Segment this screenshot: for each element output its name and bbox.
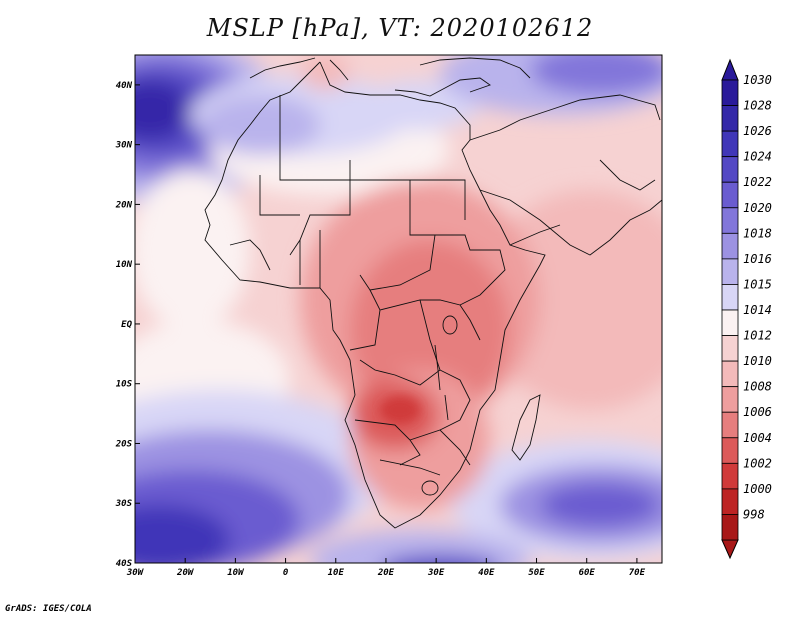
lon-tick-label: 50E [528, 568, 545, 578]
colorbar-label: 1004 [743, 431, 772, 445]
lakes [434, 315, 458, 421]
lat-tick-label: 40N [116, 81, 133, 91]
colorbar-swatch [721, 105, 739, 132]
colorbar-label: 1028 [743, 99, 772, 113]
map-title: MSLP [hPa], VT: 2020102612 [206, 14, 594, 42]
colorbar: 1030 1028 1026 1024 1022 1020 1018 1016 1015 1014… [721, 58, 772, 560]
country-borders [204, 57, 662, 529]
lat-tick-label: 30S [115, 499, 133, 509]
colorbar-swatch [721, 309, 739, 336]
colorbar-swatch [721, 207, 739, 234]
colorbar-swatch [721, 462, 739, 490]
colorbar-label: 1002 [743, 456, 772, 470]
colorbar-label: 1030 [743, 73, 772, 87]
lon-tick-label: 0 [283, 568, 289, 578]
colorbar-label: 1012 [743, 329, 772, 343]
colorbar-max-arrow [721, 58, 739, 81]
colorbar-label: 1000 [743, 482, 772, 496]
lat-tick-label: 10N [116, 260, 133, 270]
lon-tick-label: 10W [227, 568, 245, 578]
lon-tick-label: 20W [176, 568, 195, 578]
colorbar-label: 1015 [743, 277, 772, 291]
colorbar-swatch [721, 284, 739, 311]
colorbar-swatch [721, 360, 739, 388]
lon-tick-label: 20E [377, 568, 395, 578]
colorbar-label: 1020 [743, 201, 772, 215]
lon-tick-label: 10E [328, 568, 345, 578]
colorbar-swatch [721, 514, 739, 541]
colorbar-swatch [721, 232, 739, 260]
lat-tick-label: 20S [115, 439, 133, 449]
colorbar-swatch [721, 79, 739, 106]
lat-tick-label: 10S [116, 380, 133, 390]
lon-tick-label: 30E [427, 568, 445, 578]
colorbar-swatch [721, 437, 739, 464]
lat-tick-label: 30N [115, 141, 133, 151]
colorbar-label: 998 [743, 507, 765, 521]
colorbar-label: 1010 [743, 354, 772, 368]
colorbar-label: 1014 [743, 303, 772, 317]
colorbar-swatch [721, 130, 739, 158]
colorbar-label: 1006 [743, 405, 772, 419]
lat-tick-label: 40S [116, 559, 133, 569]
colorbar-label: 1016 [743, 252, 772, 266]
lat-tick-label: 20N [115, 200, 133, 210]
colorbar-label: 1024 [743, 150, 772, 164]
colorbar-swatch [721, 488, 739, 515]
colorbar-swatch [721, 181, 739, 209]
pressure-field [135, 55, 662, 563]
colorbar-swatch [721, 411, 739, 439]
lon-tick-label: 70E [629, 568, 646, 578]
lon-tick-label: 60E [579, 568, 596, 578]
grads-credit: GrADS: IGES/COLA [5, 604, 92, 614]
axis-ticks: 30W 20W 10W 0 10E 20E 30E 40E 50E 60E 70E 40N 30N 20N… [115, 81, 646, 578]
colorbar-swatch [721, 156, 739, 183]
colorbar-min-arrow [721, 539, 739, 560]
colorbar-swatch [721, 386, 739, 413]
lon-tick-label: 40E [478, 568, 495, 578]
colorbar-swatch [721, 335, 739, 362]
colorbar-label: 1026 [743, 124, 772, 138]
lat-tick-label: EQ [121, 320, 132, 330]
colorbar-swatch [721, 258, 739, 285]
colorbar-label: 1022 [743, 175, 772, 189]
colorbar-label: 1018 [743, 226, 772, 240]
plot-frame [134, 54, 663, 564]
colorbar-label: 1008 [743, 380, 772, 394]
lon-tick-label: 30W [126, 568, 145, 578]
